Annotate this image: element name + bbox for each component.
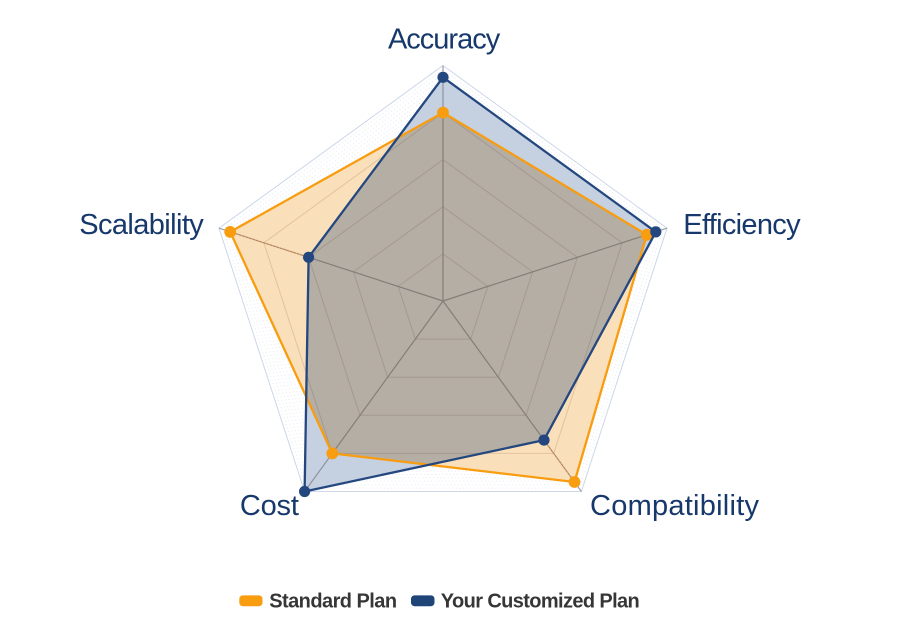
svg-text:Efficiency: Efficiency [683,209,801,241]
svg-text:Scalability: Scalability [79,209,204,241]
svg-text:Compatibility: Compatibility [590,490,759,522]
svg-text:Cost: Cost [240,490,299,522]
svg-text:Accuracy: Accuracy [388,23,501,55]
svg-text:Your Customized Plan: Your Customized Plan [441,591,639,613]
svg-text:Standard Plan: Standard Plan [269,591,396,613]
